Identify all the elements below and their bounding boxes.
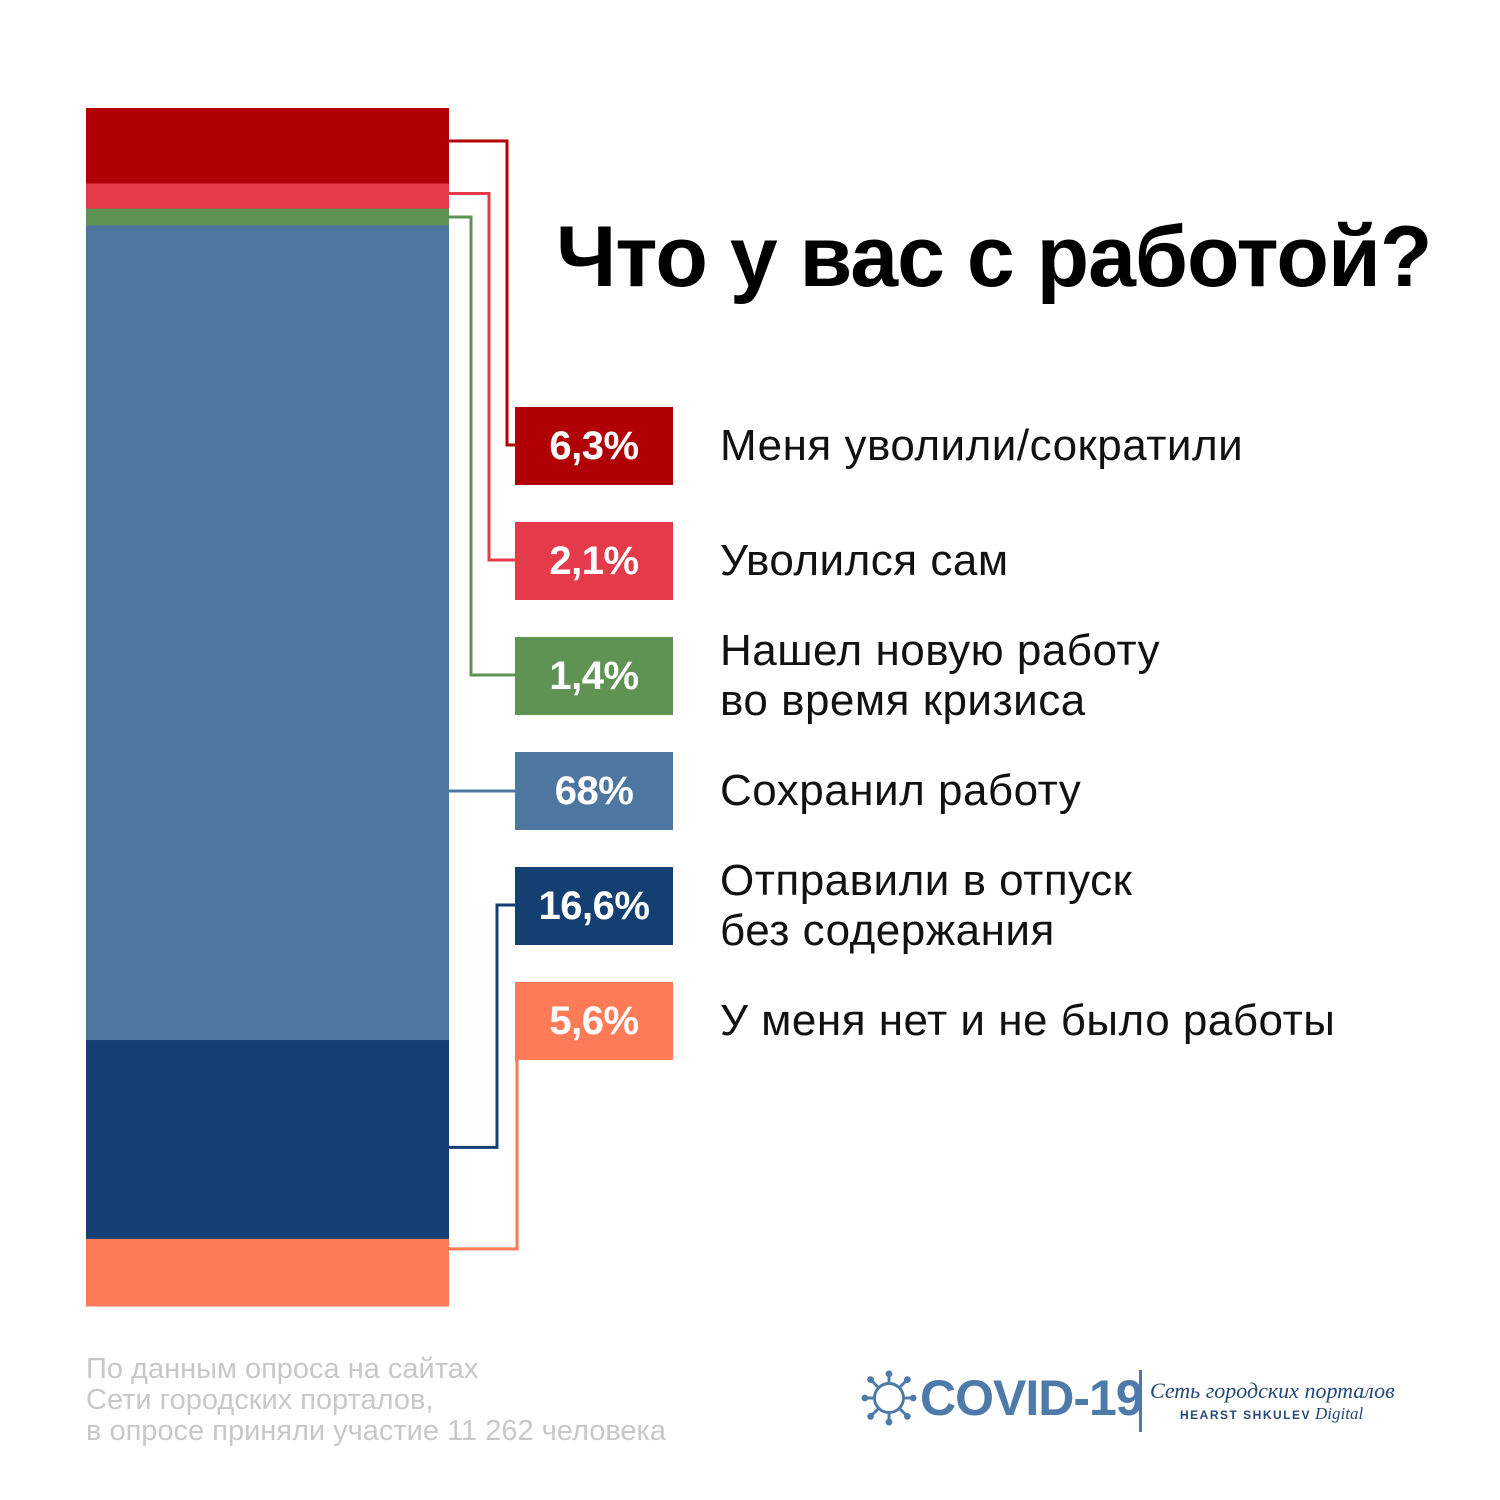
- category-label-3: Нашел новую работу во время кризиса: [720, 626, 1480, 726]
- category-label-3-line-2: во время кризиса: [720, 676, 1086, 725]
- footnote-line-1: По данным опроса на сайтах: [86, 1353, 479, 1385]
- footnote-line-2: Сети городских порталов,: [86, 1384, 434, 1416]
- virus-icon: [861, 1370, 917, 1426]
- value-badge-3: 1,4%: [515, 637, 673, 715]
- value-badge-6: 5,6%: [515, 982, 673, 1060]
- footnote-line-3: в опросе приняли участие 11 262 человека: [86, 1415, 666, 1447]
- bar-segment-4: [86, 225, 449, 1041]
- bar-segment-5: [86, 1040, 449, 1240]
- category-label-1-line-1: Меня уволили/сократили: [720, 421, 1244, 470]
- value-badge-2: 2,1%: [515, 522, 673, 600]
- bar-segment-1: [86, 108, 449, 184]
- bar-segment-3: [86, 208, 449, 226]
- digital-logo-text: Digital: [1315, 1404, 1364, 1423]
- bar-segment-6: [86, 1238, 449, 1307]
- connector-line-6: [449, 1058, 519, 1251]
- category-label-4: Сохранил работу: [720, 766, 1480, 816]
- category-label-6-line-1: У меня нет и не было работы: [720, 996, 1336, 1045]
- hearst-logo: HEARST SHKULEV Digital: [1180, 1404, 1363, 1424]
- connector-line-5: [449, 903, 515, 1149]
- category-label-3-line-1: Нашел новую работу: [720, 626, 1161, 675]
- connector-line-3: [449, 215, 515, 677]
- covid-logo-text: COVID-19: [920, 1370, 1144, 1426]
- chart-title: Что у вас с работой?: [556, 209, 1432, 305]
- covid-logo: COVID-19: [860, 1368, 1144, 1428]
- category-label-1: Меня уволили/сократили: [720, 421, 1480, 471]
- category-label-5-line-2: без содержания: [720, 906, 1055, 955]
- value-badge-5: 16,6%: [515, 867, 673, 945]
- category-label-4-line-1: Сохранил работу: [720, 766, 1082, 815]
- connector-line-2: [449, 191, 515, 562]
- connector-line-1: [449, 139, 515, 447]
- value-badge-4: 68%: [515, 752, 673, 830]
- category-label-6: У меня нет и не было работы: [720, 996, 1480, 1046]
- category-label-5: Отправили в отпуск без содержания: [720, 856, 1480, 956]
- category-label-2: Уволился сам: [720, 536, 1480, 586]
- logo-divider: [1139, 1370, 1142, 1432]
- category-label-2-line-1: Уволился сам: [720, 536, 1009, 585]
- footnote: По данным опроса на сайтах Сети городски…: [86, 1354, 786, 1447]
- bar-segment-2: [86, 183, 449, 210]
- network-logo-text: Сеть городских порталов: [1150, 1378, 1395, 1403]
- value-badge-1: 6,3%: [515, 407, 673, 485]
- category-label-5-line-1: Отправили в отпуск: [720, 856, 1133, 905]
- hearst-logo-text: HEARST SHKULEV: [1180, 1408, 1312, 1422]
